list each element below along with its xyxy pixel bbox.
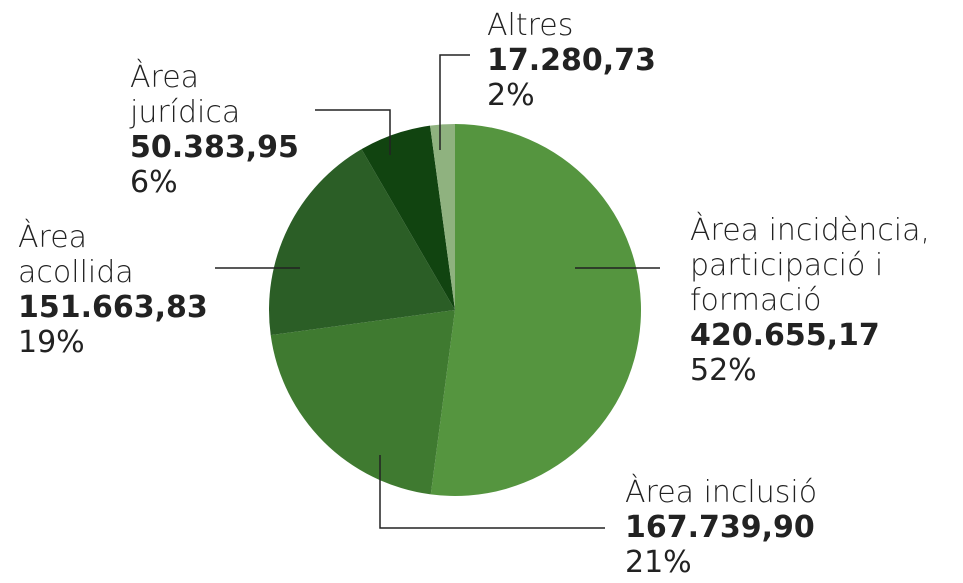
percent-label: 2% xyxy=(487,78,535,113)
leader-line xyxy=(439,54,470,150)
leader-line xyxy=(379,455,605,529)
value-label: 420.655,17 xyxy=(690,318,880,353)
percent-label: 52% xyxy=(690,353,757,388)
slice-label: Altres 17.280,73 2% xyxy=(487,8,687,113)
percent-label: 21% xyxy=(625,545,692,580)
leader-line xyxy=(315,109,391,155)
pie-slice xyxy=(270,310,455,495)
pie-slice xyxy=(430,124,455,310)
pie-slice xyxy=(430,124,642,497)
slice-label: Àrea inclusió 167.739,90 21% xyxy=(625,475,885,580)
pie-slice xyxy=(269,149,455,336)
category-label: Altres xyxy=(487,8,574,43)
value-label: 17.280,73 xyxy=(487,43,656,78)
category-label: Àrea acollida xyxy=(18,220,134,290)
slice-label: Àrea acollida 151.663,83 19% xyxy=(18,220,208,360)
value-label: 167.739,90 xyxy=(625,510,815,545)
category-label: Àrea inclusió xyxy=(625,475,818,510)
category-label: Àrea jurídica xyxy=(130,60,241,130)
slice-label: Àrea incidència, participació i formació… xyxy=(690,213,960,388)
percent-label: 6% xyxy=(130,165,178,200)
category-label: Àrea incidència, participació i formació xyxy=(690,213,931,318)
value-label: 151.663,83 xyxy=(18,290,208,325)
pie xyxy=(269,124,642,497)
value-label: 50.383,95 xyxy=(130,130,299,165)
slice-label: Àrea jurídica 50.383,95 6% xyxy=(130,60,299,200)
pie-slice xyxy=(361,125,455,310)
percent-label: 19% xyxy=(18,325,85,360)
